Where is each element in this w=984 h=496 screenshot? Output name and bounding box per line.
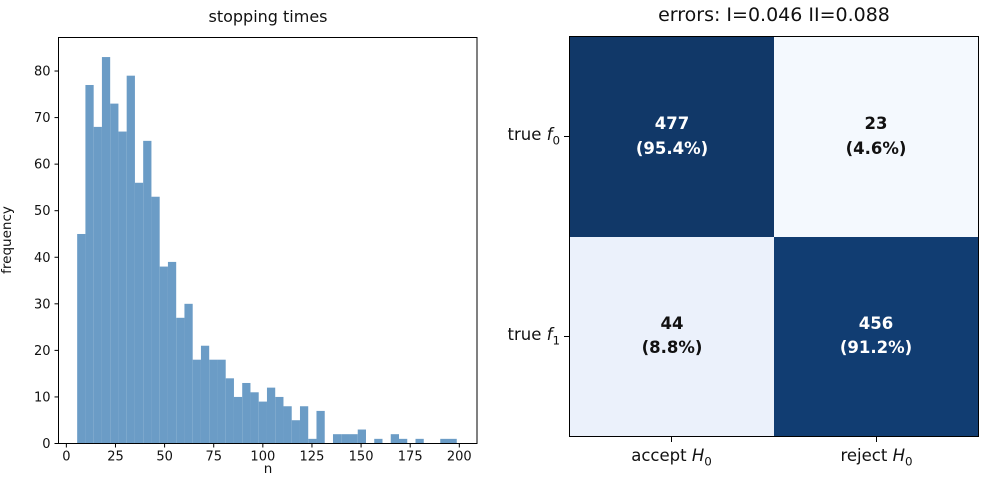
histogram-bar bbox=[448, 438, 457, 444]
histogram-bar bbox=[192, 359, 201, 444]
y-tick-row0 bbox=[564, 136, 569, 138]
histogram-bar bbox=[151, 196, 160, 444]
histogram-bar bbox=[357, 429, 366, 444]
y-tick-row1 bbox=[564, 336, 569, 338]
histogram-bar bbox=[217, 359, 226, 444]
histogram-plot: 0 25 50 75 100 125 150 175 200 0 10 20 30 40 50 60 70 80 bbox=[34, 37, 478, 465]
cell-percent: (4.6%) bbox=[845, 138, 907, 158]
col-label-reject-h0: reject H0 bbox=[840, 446, 913, 469]
cell-percent: (95.4%) bbox=[635, 138, 709, 158]
histogram-bar bbox=[233, 396, 243, 444]
y-tick-label: 30 bbox=[34, 297, 51, 312]
y-tick-label: 20 bbox=[34, 344, 51, 359]
histogram-bar bbox=[316, 410, 325, 444]
confusion-matrix-title: errors: I=0.046 II=0.088 bbox=[658, 4, 890, 26]
histogram-bar bbox=[134, 182, 144, 444]
row-label-true-f0: true f0 bbox=[507, 125, 560, 148]
cell-value: 44 bbox=[660, 313, 684, 333]
y-tick-label: 60 bbox=[34, 158, 51, 173]
histogram-bar bbox=[440, 438, 449, 444]
histogram-bar bbox=[101, 57, 111, 444]
histogram-bar bbox=[332, 434, 342, 444]
x-tick-label: 50 bbox=[156, 450, 173, 465]
x-tick-label: 75 bbox=[205, 450, 222, 465]
cell-percent: (8.8%) bbox=[641, 338, 703, 358]
histogram-bar bbox=[275, 396, 284, 444]
x-tick-label: 100 bbox=[250, 450, 275, 465]
x-tick-label: 125 bbox=[300, 450, 325, 465]
y-tick-label: 10 bbox=[34, 390, 51, 405]
histogram-bar bbox=[126, 75, 135, 444]
histogram-bar bbox=[299, 406, 309, 444]
col-label-accept-h0: accept H0 bbox=[631, 446, 712, 469]
histogram-bar bbox=[225, 378, 234, 444]
histogram-x-axis-label: n bbox=[263, 461, 273, 477]
x-tick-col0 bbox=[671, 437, 673, 442]
histogram-bar bbox=[266, 387, 276, 444]
y-tick-label: 70 bbox=[34, 111, 51, 126]
histogram-bar bbox=[85, 84, 94, 444]
histogram-bar bbox=[200, 345, 210, 444]
confusion-matrix: 477 (95.4%) 23 (4.6%) 44 (8.8%) 456 (91.… bbox=[569, 36, 979, 437]
cell-value: 477 bbox=[654, 114, 690, 133]
x-tick-col1 bbox=[876, 437, 878, 442]
histogram-bar bbox=[349, 434, 358, 444]
histogram-bar bbox=[283, 406, 292, 444]
cell-true-f0-accept: 477 (95.4%) bbox=[570, 37, 774, 237]
histogram-title: stopping times bbox=[208, 7, 328, 26]
x-tick-label: 150 bbox=[349, 450, 374, 465]
histogram-bar bbox=[209, 359, 218, 444]
histogram-bar bbox=[374, 438, 383, 444]
plot-spines bbox=[58, 37, 478, 444]
histogram-bar bbox=[415, 438, 424, 444]
cell-value: 456 bbox=[858, 313, 894, 333]
histogram-bar bbox=[398, 438, 408, 444]
histogram-bar bbox=[291, 420, 300, 444]
histogram-bar bbox=[184, 303, 193, 444]
y-tick-label: 0 bbox=[42, 437, 50, 452]
histogram-bar bbox=[390, 434, 399, 444]
x-tick-label: 175 bbox=[398, 450, 423, 465]
cell-percent: (91.2%) bbox=[839, 338, 913, 358]
histogram-bar bbox=[143, 140, 152, 444]
y-tick-label: 80 bbox=[34, 65, 51, 80]
row-label-true-f1: true f1 bbox=[507, 325, 560, 348]
cell-value: 23 bbox=[864, 114, 888, 133]
cell-true-f0-reject: 23 (4.6%) bbox=[774, 37, 978, 237]
histogram-bar bbox=[258, 401, 267, 444]
histogram-bar bbox=[159, 266, 168, 444]
histogram-bar bbox=[93, 126, 102, 444]
y-tick-label: 40 bbox=[34, 251, 51, 266]
histogram-bar bbox=[77, 233, 86, 444]
histogram-bar bbox=[167, 261, 177, 444]
histogram-bar bbox=[308, 438, 317, 444]
x-tick-label: 0 bbox=[62, 450, 70, 465]
histogram-bar bbox=[110, 103, 119, 444]
histogram-y-axis-label: frequency bbox=[0, 206, 15, 274]
x-tick-label: 25 bbox=[107, 450, 124, 465]
x-tick-label: 200 bbox=[447, 450, 472, 465]
histogram-bar bbox=[250, 392, 259, 444]
histogram-bar bbox=[118, 131, 127, 444]
y-tick-label: 50 bbox=[34, 204, 51, 219]
cell-true-f1-reject: 456 (91.2%) bbox=[774, 236, 978, 436]
histogram-bar bbox=[242, 382, 251, 444]
histogram-bar bbox=[341, 434, 350, 444]
cell-true-f1-accept: 44 (8.8%) bbox=[570, 236, 774, 436]
histogram-bar bbox=[176, 317, 185, 444]
